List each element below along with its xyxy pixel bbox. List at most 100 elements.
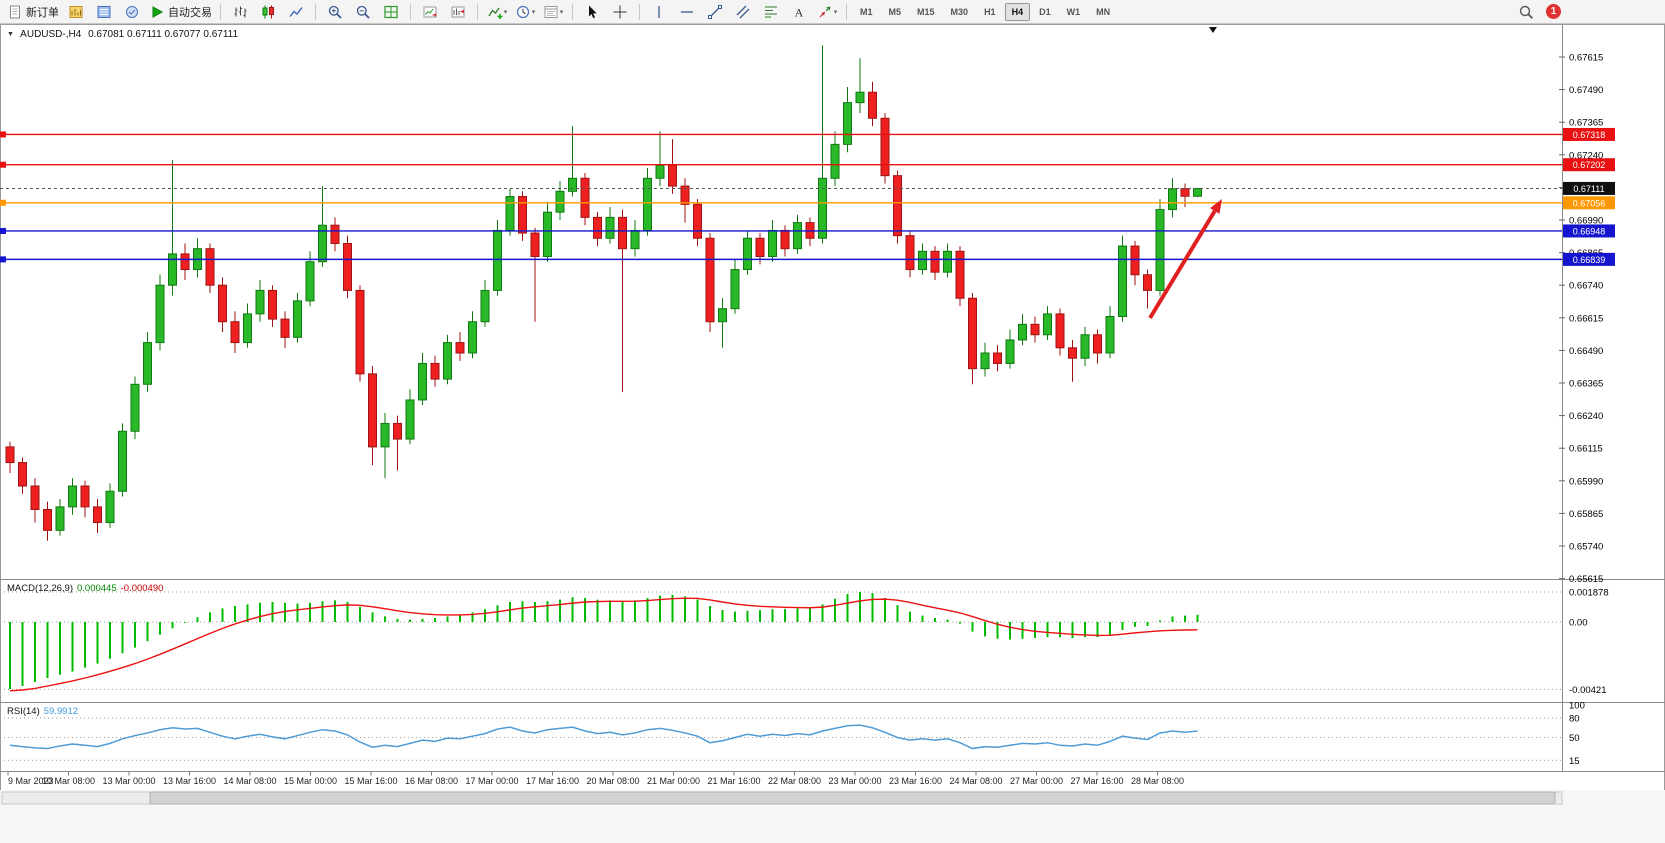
horizontal-line-button[interactable]	[673, 1, 701, 23]
fibonacci-button[interactable]	[757, 1, 785, 23]
fibo-icon	[765, 6, 777, 17]
new-chart-button[interactable]	[62, 1, 90, 23]
macd-name: MACD(12,26,9)	[7, 583, 73, 594]
candle	[568, 177, 577, 192]
navigator-button[interactable]	[118, 1, 146, 23]
time-axis-label: 15 Mar 16:00	[344, 776, 397, 786]
bar-chart-type-button[interactable]	[226, 1, 254, 23]
candle	[455, 342, 465, 354]
candle	[968, 297, 977, 370]
search-button[interactable]	[1512, 1, 1540, 23]
price-axis-label: 0.66615	[1569, 313, 1603, 324]
tile-windows-button[interactable]	[377, 1, 405, 23]
tf-button-d1[interactable]: D1	[1039, 6, 1051, 17]
trend-arrow-line[interactable]	[1148, 209, 1217, 320]
tf-button-h1[interactable]: H1	[984, 6, 996, 17]
toolbar-separator	[639, 3, 640, 20]
tf-button-m15[interactable]: M15	[917, 6, 935, 17]
candle	[893, 175, 902, 237]
price-axis-label: 0.65615	[1569, 574, 1603, 585]
hline-icon	[681, 10, 693, 13]
text-button[interactable]: A	[785, 1, 813, 23]
new-order-icon	[10, 5, 20, 18]
channel-button[interactable]	[729, 1, 757, 23]
candle	[705, 237, 715, 323]
candle	[1168, 188, 1177, 211]
candle	[793, 222, 802, 250]
price-tag	[1563, 224, 1615, 238]
notifications-badge[interactable]: 1	[1546, 4, 1561, 19]
candle	[643, 177, 652, 231]
macd-axis-label: 0.00	[1569, 618, 1588, 629]
tf-button-mn[interactable]: MN	[1096, 6, 1111, 17]
periods-button[interactable]: ▾	[511, 1, 539, 23]
chart-new-icon	[69, 5, 83, 18]
hline-left-handle[interactable]	[0, 227, 6, 234]
new-order-button[interactable]: 新订单	[4, 1, 62, 23]
candle	[530, 232, 540, 258]
market-watch-icon	[97, 5, 111, 18]
auto-trading-button[interactable]: 自动交易	[146, 1, 215, 23]
candle	[5, 446, 15, 464]
rsi-axis-label: 80	[1569, 714, 1580, 725]
candle	[1118, 245, 1127, 317]
zoom-in-button[interactable]	[321, 1, 349, 23]
candle	[518, 196, 527, 234]
candle	[418, 362, 427, 401]
tf-button-m1[interactable]: M1	[860, 6, 873, 17]
trendline-icon	[708, 4, 722, 19]
time-axis-label: 13 Mar 00:00	[102, 776, 155, 786]
candle	[943, 250, 952, 273]
hline-left-handle[interactable]	[0, 131, 6, 138]
line-chart-type-button[interactable]	[282, 1, 310, 23]
time-axis-label: 28 Mar 08:00	[1131, 776, 1184, 786]
price-axis-label: 0.67365	[1569, 118, 1603, 129]
chart-top-marker-icon	[1209, 27, 1217, 33]
auto-scroll-button[interactable]	[416, 1, 444, 23]
tf-button-m5[interactable]: M5	[888, 6, 902, 17]
candle	[80, 485, 90, 508]
zoom-out-button[interactable]	[349, 1, 377, 23]
cursor-button[interactable]	[578, 1, 606, 23]
trend-arrow-head[interactable]	[1210, 199, 1222, 214]
tf-button-h4[interactable]: H4	[1004, 2, 1031, 21]
rsi-axis-label: 50	[1569, 733, 1580, 744]
time-axis-label: 23 Mar 16:00	[889, 776, 942, 786]
arrows-button[interactable]: ▾	[813, 1, 841, 23]
chevron-down-icon: ▾	[833, 8, 838, 16]
candle	[268, 289, 277, 320]
candle	[880, 117, 890, 177]
time-axis-label: 23 Mar 00:00	[828, 776, 881, 786]
arrows-icon	[819, 6, 831, 17]
templates-button[interactable]: ▾	[539, 1, 567, 23]
vertical-line-button[interactable]	[645, 1, 673, 23]
chevron-down-icon: ▾	[559, 8, 564, 16]
tf-button-w1[interactable]: W1	[1066, 6, 1081, 17]
one-click-trading-arrow-icon[interactable]: ▼	[7, 31, 14, 38]
crosshair-icon	[613, 5, 627, 18]
candle	[168, 253, 177, 286]
time-axis-label: 16 Mar 08:00	[405, 776, 458, 786]
candle	[693, 203, 702, 239]
toolbar-right-group: 1	[1512, 1, 1561, 23]
search-icon	[1519, 5, 1533, 19]
candle	[55, 506, 65, 531]
crosshair-button[interactable]	[606, 1, 634, 23]
candlestick-type-button[interactable]	[254, 1, 282, 23]
h-scrollbar-thumb[interactable]	[149, 791, 1556, 805]
time-axis-label: 17 Mar 16:00	[526, 776, 579, 786]
candle	[330, 224, 340, 244]
auto-trading-button-label: 自动交易	[168, 6, 212, 19]
indicators-button[interactable]: ▾	[483, 1, 511, 23]
candle	[655, 164, 665, 179]
candle	[230, 321, 240, 344]
hline-left-handle[interactable]	[0, 199, 6, 206]
market-watch-button[interactable]	[90, 1, 118, 23]
trendline-button[interactable]	[701, 1, 729, 23]
chart-shift-button[interactable]	[444, 1, 472, 23]
hline-left-handle[interactable]	[0, 256, 6, 263]
candle	[505, 196, 515, 231]
tf-button-m30[interactable]: M30	[950, 6, 969, 17]
hline-left-handle[interactable]	[0, 161, 6, 168]
